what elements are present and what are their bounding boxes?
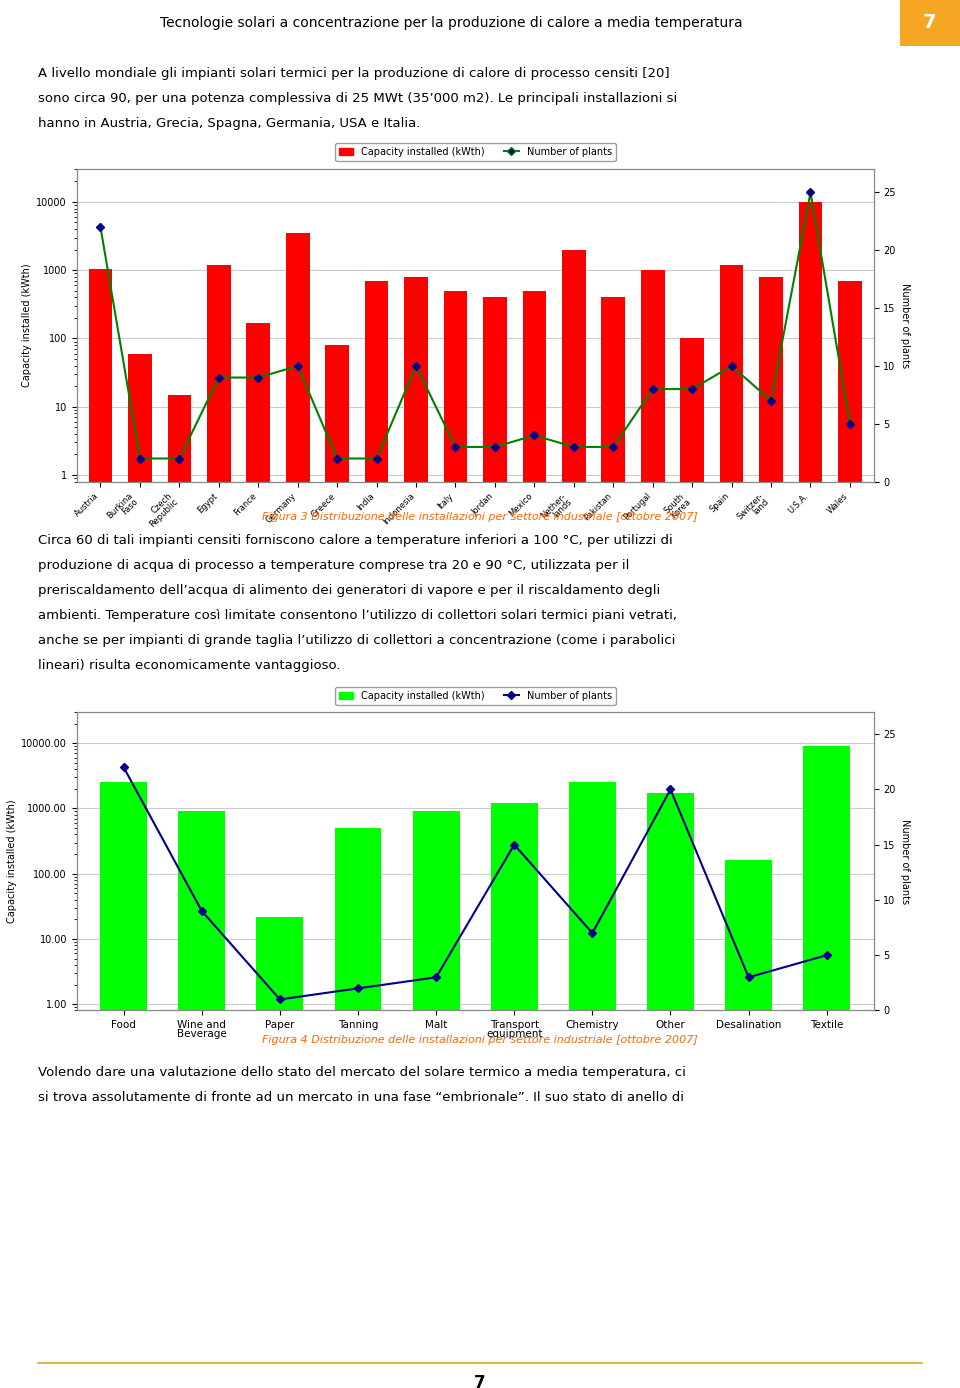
Bar [168,394,191,1388]
Bar [444,290,468,1388]
Bar [286,233,309,1388]
Bar [100,783,147,1388]
Bar [88,269,112,1388]
Text: Figura 3 Distribuzione delle installazioni per settore industriale [ottobre 2007: Figura 3 Distribuzione delle installazio… [262,512,698,522]
Text: 7: 7 [923,14,937,32]
Text: 7: 7 [474,1374,486,1388]
Bar [404,276,428,1388]
Text: sono circa 90, per una potenza complessiva di 25 MWt (35’000 m2). Le principali : sono circa 90, per una potenza complessi… [38,92,678,104]
Bar [799,201,823,1388]
Bar [601,297,625,1388]
Bar [569,783,615,1388]
Bar [256,916,303,1388]
Text: Volendo dare una valutazione dello stato del mercato del solare termico a media : Volendo dare una valutazione dello stato… [38,1066,686,1078]
Bar [647,794,694,1388]
Bar [641,271,664,1388]
Text: lineari) risulta economicamente vantaggioso.: lineari) risulta economicamente vantaggi… [38,659,341,672]
Text: Circa 60 di tali impianti censiti forniscono calore a temperature inferiori a 10: Circa 60 di tali impianti censiti fornis… [38,534,673,547]
Bar [413,812,460,1388]
Bar [759,276,782,1388]
Bar [720,265,743,1388]
Bar [483,297,507,1388]
Bar [365,280,389,1388]
Bar [247,323,270,1388]
Bar [207,265,230,1388]
Text: produzione di acqua di processo a temperature comprese tra 20 e 90 °C, utilizzat: produzione di acqua di processo a temper… [38,559,630,572]
Bar [179,812,226,1388]
Bar [838,280,862,1388]
Text: preriscaldamento dell’acqua di alimento dei generatori di vapore e per il riscal: preriscaldamento dell’acqua di alimento … [38,584,660,597]
Text: Figura 4 Distribuzione delle installazioni per settore industriale [ottobre 2007: Figura 4 Distribuzione delle installazio… [262,1035,698,1045]
Bar [491,804,538,1388]
Bar [128,354,152,1388]
Bar [725,861,772,1388]
Text: ambienti. Temperature così limitate consentono l’utilizzo di collettori solari t: ambienti. Temperature così limitate cons… [38,609,678,622]
Legend: Capacity installed (kWth), Number of plants: Capacity installed (kWth), Number of pla… [335,687,615,705]
Y-axis label: Capacity installed (kWth): Capacity installed (kWth) [22,264,33,387]
Bar [335,829,381,1388]
Bar [522,290,546,1388]
Text: hanno in Austria, Grecia, Spagna, Germania, USA e Italia.: hanno in Austria, Grecia, Spagna, German… [38,117,420,129]
Bar [804,747,851,1388]
Text: si trova assolutamente di fronte ad un mercato in una fase “embrionale”. Il suo : si trova assolutamente di fronte ad un m… [38,1091,684,1103]
Y-axis label: Number of plants: Number of plants [900,283,910,368]
Y-axis label: Number of plants: Number of plants [900,819,910,904]
Text: Tecnologie solari a concentrazione per la produzione di calore a media temperatu: Tecnologie solari a concentrazione per l… [160,15,742,31]
Bar [562,250,586,1388]
Text: anche se per impianti di grande taglia l’utilizzo di collettori a concentrazione: anche se per impianti di grande taglia l… [38,634,676,647]
Bar [325,346,349,1388]
Legend: Capacity installed (kWth), Number of plants: Capacity installed (kWth), Number of pla… [335,143,615,161]
Text: A livello mondiale gli impianti solari termici per la produzione di calore di pr: A livello mondiale gli impianti solari t… [38,67,670,79]
Bar [681,339,704,1388]
Y-axis label: Capacity installed (kWth): Capacity installed (kWth) [7,799,17,923]
